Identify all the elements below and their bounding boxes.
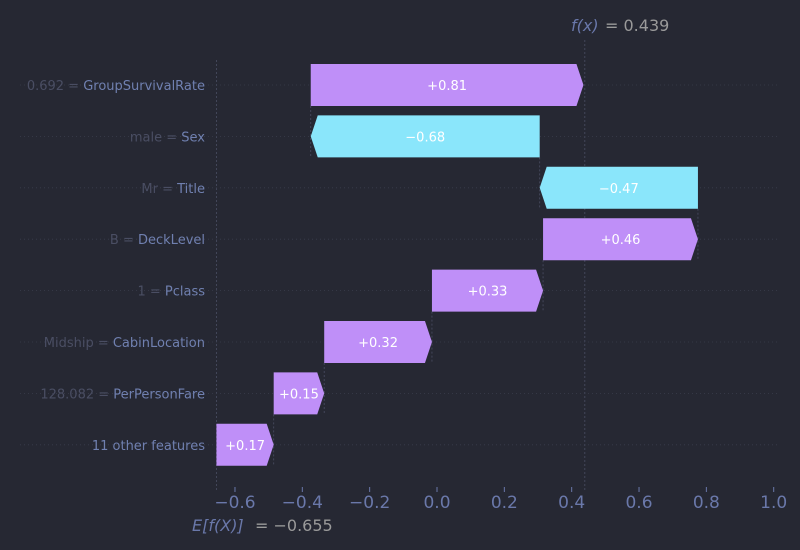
feature-label: 0.692 = GroupSurvivalRate [27,79,205,94]
x-tick-label: 1.0 [760,493,787,513]
x-tick-label: 0.8 [693,493,720,513]
x-tick-label: −0.6 [214,493,255,513]
x-tick-label: 0.0 [423,493,450,513]
x-tick-label: 0.4 [558,493,585,513]
bar-value-label: +0.32 [358,336,398,351]
grid-lines [20,40,780,490]
feature-labels: 0.692 = GroupSurvivalRate male = Sex Mr = … [27,79,205,454]
bar-value-label: −0.68 [405,130,445,145]
feature-label: Mr = Title [141,182,205,197]
bar-value-label: +0.81 [427,79,467,94]
x-tick-label: −0.4 [282,493,323,513]
feature-label: 11 other features [92,439,205,454]
x-tick-label: 0.6 [625,493,652,513]
x-tick-label: −0.2 [349,493,390,513]
bar-sex [310,115,540,158]
feature-label: 1 = Pclass [137,285,205,300]
bar-perpersonfare [273,372,325,415]
bars: +0.81 −0.68 −0.47 +0.46 +0.33 +0.32 +0.15 +0.17 [216,64,698,466]
bar-decklevel [543,218,698,261]
bar-value-label: +0.46 [601,233,641,248]
x-tick-label: 0.2 [491,493,518,513]
efx-value: = −0.655 [255,516,333,535]
fx-value: = 0.439 [605,16,669,35]
base-value-label: E[f(X)] = −0.655 [192,516,333,535]
x-axis: −0.6 −0.4 −0.2 0.0 0.2 0.4 0.6 0.8 1.0 [214,487,787,513]
bar-pclass [431,269,544,312]
fx-expression: f(x) [571,16,599,35]
bar-11-other-features [216,423,274,466]
bar-groupsurvivalrate [310,64,584,106]
bar-value-label: −0.47 [599,182,639,197]
feature-label: male = Sex [130,130,205,145]
bar-value-label: +0.33 [468,285,508,300]
feature-label: B = DeckLevel [110,233,205,248]
bar-cabinlocation [324,321,432,363]
bar-title [539,166,698,209]
connector-lines [273,106,699,466]
bar-value-label: +0.15 [279,387,319,402]
output-value-label: f(x) = 0.439 [571,16,669,35]
feature-label: Midship = CabinLocation [44,336,205,351]
bar-value-label: +0.17 [225,439,265,454]
efx-expression: E[f(X)] [192,516,244,535]
feature-label: 128.082 = PerPersonFare [40,387,205,402]
